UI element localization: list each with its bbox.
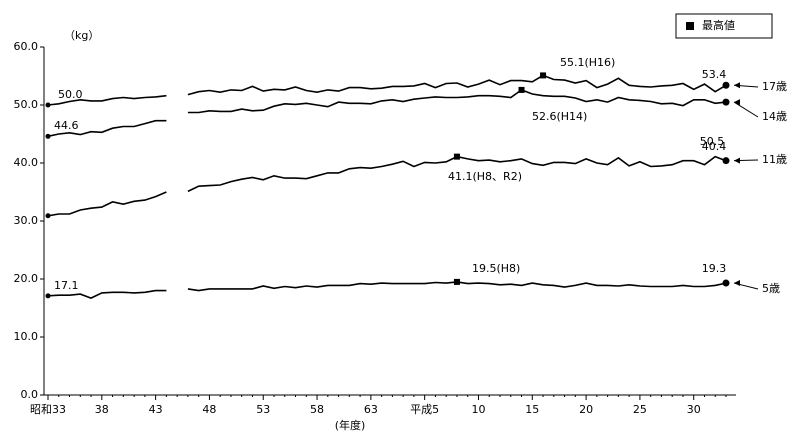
series-line	[47, 155, 727, 217]
x-tick-label: 48	[202, 403, 216, 416]
x-tick-label: 15	[525, 403, 539, 416]
x-tick-label: 10	[471, 403, 485, 416]
max-marker	[540, 72, 547, 79]
annotation: 55.1(H16)	[560, 56, 615, 69]
legend-swatch	[686, 22, 694, 30]
x-tick-label: 53	[256, 403, 270, 416]
arrow-head	[734, 82, 740, 89]
annotation: 17.1	[54, 279, 79, 292]
annotation: 19.3	[702, 262, 727, 275]
y-tick-label: 30.0	[14, 214, 39, 227]
end-marker	[722, 98, 730, 106]
annotation: 50.0	[58, 88, 83, 101]
end-marker	[722, 157, 730, 165]
annotation: 53.4	[702, 68, 727, 81]
annotation: 19.5(H8)	[472, 262, 520, 275]
series-line	[47, 74, 727, 106]
series-label: 11歳	[762, 153, 787, 166]
x-tick-label: 20	[579, 403, 593, 416]
arrow	[733, 101, 759, 118]
y-tick-label: 40.0	[14, 156, 39, 169]
y-axis-label: （kg）	[64, 29, 99, 42]
x-tick-label: 63	[364, 403, 378, 416]
series-label: 17歳	[762, 80, 787, 93]
max-marker	[453, 278, 460, 285]
start-marker	[45, 213, 51, 219]
x-axis-label: (年度)	[335, 418, 366, 432]
series-label: 14歳	[762, 110, 787, 123]
x-tick-label: 30	[687, 403, 701, 416]
y-tick-label: 10.0	[14, 330, 39, 343]
x-tick-label: 38	[95, 403, 109, 416]
annotation: 40.4	[702, 140, 727, 153]
x-tick-label: 43	[149, 403, 163, 416]
start-marker	[45, 133, 51, 139]
y-tick-label: 20.0	[14, 272, 39, 285]
x-tick-label: 25	[633, 403, 647, 416]
arrow-head	[734, 280, 740, 287]
series-label: 5歳	[762, 282, 780, 295]
max-marker	[518, 86, 525, 93]
max-marker	[453, 153, 460, 160]
arrow-head	[734, 99, 740, 106]
annotation: 41.1(H8、R2)	[448, 170, 522, 183]
annotation: 52.6(H14)	[532, 110, 587, 123]
arrow-head	[734, 157, 740, 164]
y-tick-label: 0.0	[21, 388, 39, 401]
legend-label: 最高値	[702, 18, 735, 32]
annotation: 44.6	[54, 119, 79, 132]
start-marker	[45, 102, 51, 108]
start-marker	[45, 293, 51, 299]
x-tick-label: 昭和33	[30, 403, 66, 416]
y-tick-label: 60.0	[14, 40, 39, 53]
x-tick-label: 58	[310, 403, 324, 416]
annotation: 50.5	[700, 135, 725, 148]
end-marker	[722, 81, 730, 89]
series-line	[47, 281, 727, 299]
x-tick-label: 平成5	[410, 403, 439, 416]
series-line	[47, 89, 727, 138]
end-marker	[722, 279, 730, 287]
y-tick-label: 50.0	[14, 98, 39, 111]
